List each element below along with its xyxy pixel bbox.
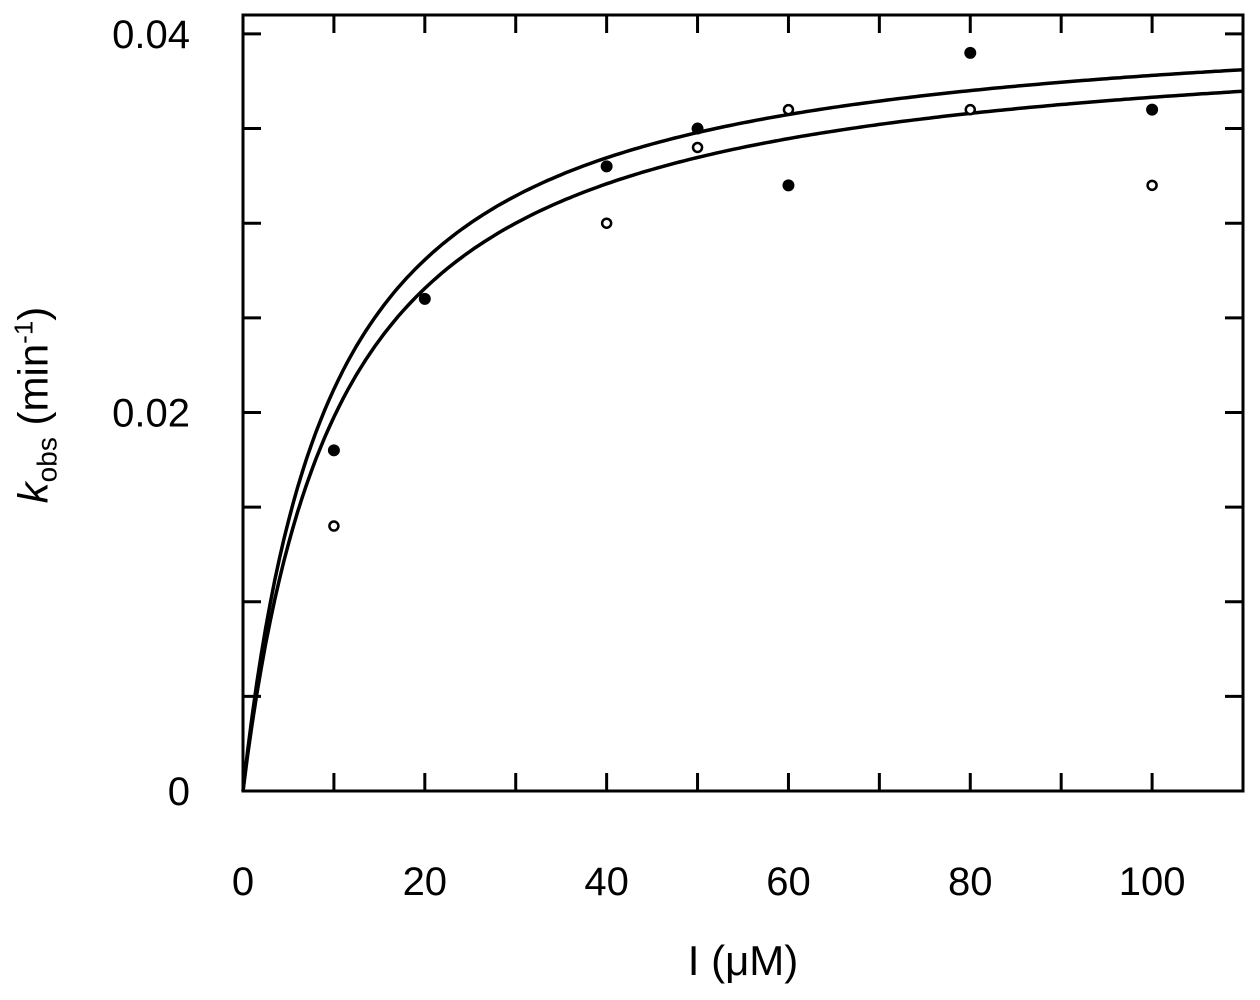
x-tick-label: 20 [403, 860, 448, 904]
open-data-point [964, 103, 977, 116]
filled-data-point [418, 292, 431, 305]
x-tick-label: 0 [232, 860, 254, 904]
axis-ticks [241, 15, 1245, 793]
filled-data-point [782, 179, 795, 192]
filled-data-point [964, 46, 977, 59]
y-axis-unit-prefix: (min [9, 343, 57, 438]
x-tick-label: 100 [1119, 860, 1186, 904]
x-tick-label: 80 [948, 860, 993, 904]
y-axis-unit-exponent: -1 [8, 320, 39, 344]
fit-curves [241, 67, 1244, 792]
y-axis-symbol: k [9, 482, 57, 504]
open-data-point [328, 520, 340, 532]
filled-data-point [691, 122, 704, 135]
y-axis-subscript: obs [31, 437, 63, 483]
tick-labels: 0 20 40 60 80 100 0 0.02 0.04 [112, 13, 1185, 904]
open-data-point [1146, 179, 1158, 192]
plot-frame [241, 13, 1245, 793]
y-tick-label: 0 [168, 770, 190, 814]
fit-curve-2 [241, 89, 1244, 792]
filled-data-point [600, 160, 613, 173]
open-data-point [600, 217, 613, 229]
y-axis-label: kobs (min-1) [8, 307, 63, 504]
fit-curve-1 [241, 67, 1244, 792]
x-tick-label: 40 [584, 860, 629, 904]
y-tick-label: 0.02 [112, 391, 190, 435]
x-tick-label: 60 [766, 860, 811, 904]
y-tick-label: 0.04 [112, 13, 190, 57]
filled-data-point [1146, 103, 1159, 116]
open-data-point [782, 103, 795, 116]
x-axis-label: I (μM) [688, 937, 799, 984]
filled-data-point [327, 444, 340, 457]
y-axis-unit-suffix: ) [9, 306, 57, 321]
open-data-point [691, 141, 704, 154]
data-points [327, 46, 1159, 532]
